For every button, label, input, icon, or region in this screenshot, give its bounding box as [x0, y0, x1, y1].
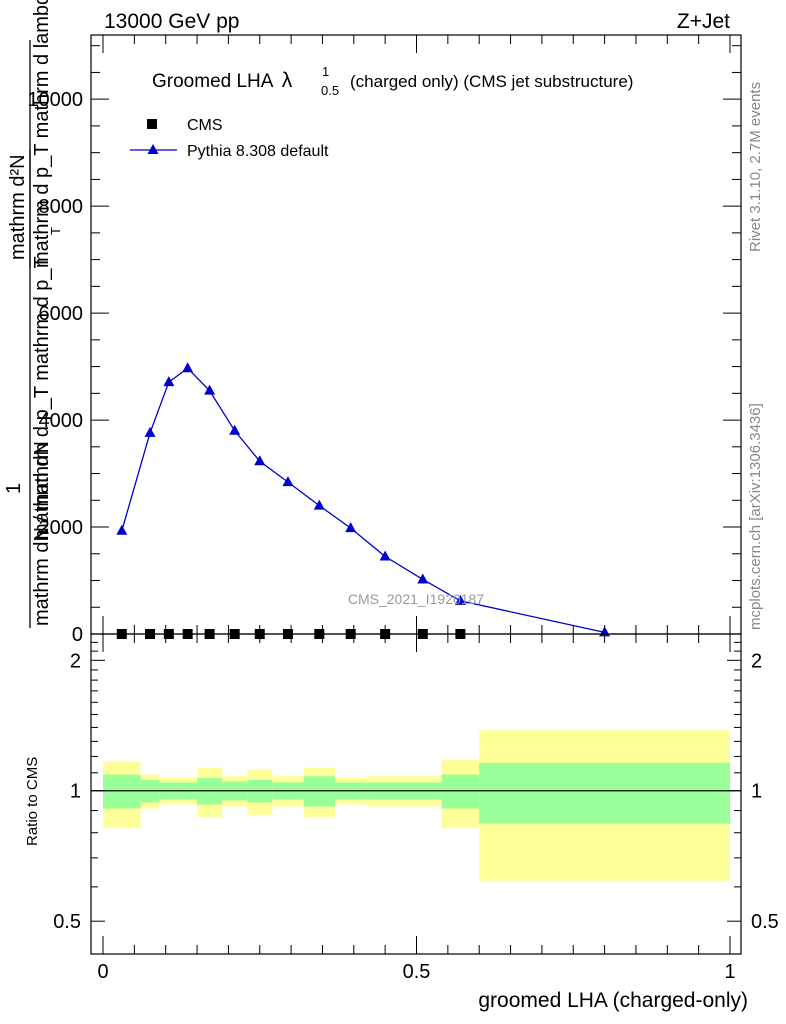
ratio-band-inner — [303, 776, 335, 807]
ratio-band-inner — [479, 762, 730, 824]
plot-title-main: Groomed LHA — [152, 71, 274, 92]
ylabel-top-numerator: mathrm d²N — [7, 154, 29, 260]
pythia-point — [417, 573, 429, 584]
x-tick-label: 0 — [97, 961, 108, 983]
x-axis-label: groomed LHA (charged-only) — [478, 989, 748, 1012]
ylabel-bottom-2: mathrm dN — [31, 441, 53, 540]
pythia-series-line — [121, 367, 605, 634]
pythia-point — [182, 362, 194, 373]
main-y-tick-label: 4000 — [39, 410, 84, 432]
pythia-point — [254, 455, 266, 466]
header-left-text: 13000 GeV pp — [104, 10, 239, 33]
plot-title-sup: 1 — [322, 64, 329, 79]
main-y-tick-label: 0 — [72, 624, 83, 646]
pythia-point — [163, 376, 175, 387]
legend-pythia-label: Pythia 8.308 default — [187, 143, 329, 160]
main-y-tick-label: 6000 — [39, 303, 84, 325]
ratio-y-axis-label: Ratio to CMS — [24, 757, 41, 846]
ylabel-sub-t: T — [48, 227, 63, 235]
ratio-y-tick-label-right: 1 — [751, 781, 762, 803]
pythia-point — [144, 426, 156, 437]
pythia-point — [379, 550, 391, 561]
ylabel-one: 1 — [3, 483, 25, 494]
mcplots-info-text: mcplots.cern.ch [arXiv:1306.3436] — [747, 403, 764, 630]
pythia-point — [204, 384, 216, 395]
plot-title: Groomed LHA λ — [152, 69, 293, 92]
pythia-point — [313, 499, 325, 510]
ylabel-bottom: mathrm dN / mathrm d p_T mathrm d p_T — [31, 256, 53, 626]
header-right-text: Z+Jet — [677, 10, 730, 33]
legend-cms-marker — [147, 119, 157, 129]
pythia-point — [282, 476, 294, 487]
ratio-panel: 0.5 0.5 1 1 2 2 0 0.5 1 — [53, 634, 779, 983]
x-tick-label: 1 — [724, 961, 735, 983]
legend-cms-label: CMS — [187, 117, 223, 134]
pythia-point — [116, 524, 128, 535]
x-tick-label: 0.5 — [403, 961, 431, 983]
plot-title-lambda: λ — [282, 69, 293, 92]
plot-title-sub: 0.5 — [321, 83, 339, 98]
rivet-info-text: Rivet 3.1.10, 2.7M events — [747, 82, 764, 252]
pythia-point — [454, 594, 466, 605]
main-y-tick-label: 10000 — [27, 89, 83, 111]
legend-pythia-marker — [147, 144, 159, 154]
ratio-panel-frame — [90, 633, 742, 955]
watermark-text: CMS_2021_I1920187 — [348, 591, 484, 607]
ratio-band-inner — [103, 774, 141, 809]
main-y-axis-label: mathrm d²N mathrm d p_T mathrm d lambda … — [3, 0, 63, 628]
ratio-y-tick-label: 2 — [70, 650, 81, 672]
ratio-y-tick-label-right: 0.5 — [751, 911, 779, 933]
ratio-y-tick-label: 1 — [70, 781, 81, 803]
pythia-point — [345, 522, 357, 533]
ylabel-top-denominator: mathrm d p_T mathrm d lambda — [31, 0, 53, 268]
main-y-tick-label: 2000 — [39, 517, 84, 539]
main-panel: 0 2000 4000 6000 8000 10000 — [27, 35, 741, 646]
ratio-band-inner — [441, 774, 480, 809]
ratio-y-tick-label: 0.5 — [53, 911, 81, 933]
main-y-tick-label: 8000 — [39, 196, 84, 218]
ratio-y-tick-label-right: 2 — [751, 650, 762, 672]
pythia-point — [229, 424, 241, 435]
plot-title-rest: (charged only) (CMS jet substructure) — [350, 72, 633, 91]
